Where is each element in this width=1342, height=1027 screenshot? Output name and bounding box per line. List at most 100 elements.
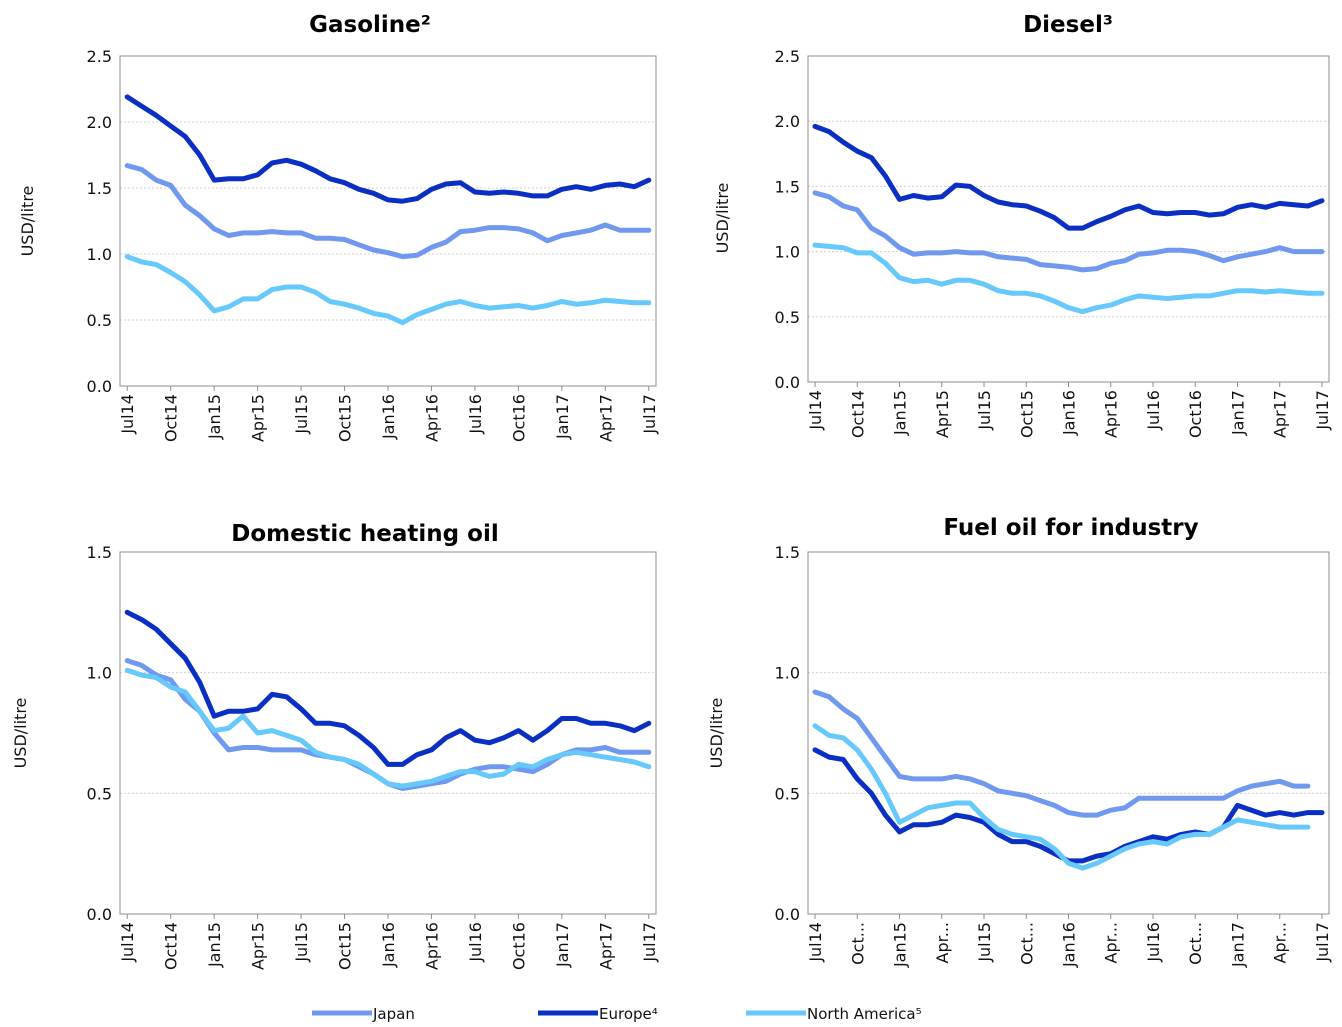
- x-tick-label: Oct14: [848, 390, 867, 438]
- legend-label-north-america: North America⁵: [807, 1005, 922, 1023]
- x-tick-label: Apr15: [933, 390, 952, 438]
- x-tick-label: Apr17: [1271, 390, 1290, 438]
- x-tick-label: Apr15: [249, 922, 268, 970]
- y-tick-label: 1.5: [775, 543, 800, 562]
- x-tick-label: Oct...: [1017, 922, 1036, 965]
- series-line: [124, 254, 652, 326]
- y-tick-label: 1.0: [775, 243, 800, 262]
- x-tick-label: Jan17: [553, 922, 572, 968]
- x-tick-label: Jul14: [118, 922, 137, 963]
- x-tick-label: Jul14: [806, 922, 825, 963]
- x-tick-label: Apr16: [1102, 390, 1121, 438]
- y-tick-label: 2.5: [87, 47, 112, 66]
- y-tick-label: 1.5: [775, 177, 800, 196]
- x-tick-label: Jan17: [553, 394, 572, 440]
- y-axis-label: USD/litre: [707, 698, 726, 769]
- x-tick-label: Apr16: [422, 394, 441, 442]
- x-tick-label: Jul15: [975, 390, 994, 431]
- series-line: [124, 658, 652, 791]
- x-tick-label: Jan16: [379, 394, 398, 440]
- x-tick-label: Jan15: [205, 394, 224, 440]
- x-tick-label: Oct14: [162, 394, 181, 442]
- panel-title: Domestic heating oil: [231, 521, 498, 547]
- x-tick-label: Jul14: [806, 390, 825, 431]
- x-tick-label: Jul15: [292, 394, 311, 435]
- y-tick-label: 0.5: [775, 784, 800, 803]
- y-tick-label: 1.0: [87, 245, 112, 264]
- legend: Japan Europe⁴ North America⁵: [312, 1005, 922, 1023]
- plot-area: 0.0 0.5 1.0 1.5 2.0 2.5 Jul14 Oct14 Jan15 Apr15 Ju…: [775, 47, 1332, 438]
- y-tick-label: 1.0: [775, 664, 800, 683]
- x-tick-label: Jul15: [975, 922, 994, 963]
- x-tick-label: Apr15: [249, 394, 268, 442]
- x-tick-label: Jul17: [640, 922, 659, 963]
- x-tick-label: Jul15: [292, 922, 311, 963]
- x-tick-label: Oct16: [1186, 390, 1205, 438]
- x-tick-label: Jul16: [1144, 922, 1163, 963]
- series-line: [124, 667, 652, 789]
- series-line: [812, 689, 1311, 818]
- y-tick-label: 0.5: [87, 311, 112, 330]
- y-tick-label: 0.0: [87, 377, 112, 396]
- y-tick-label: 1.0: [87, 664, 112, 683]
- x-tick-label: Oct16: [509, 394, 528, 442]
- plot-frame: [119, 551, 657, 915]
- x-tick-label: Apr...: [1271, 922, 1290, 963]
- series-line: [812, 242, 1325, 315]
- x-tick-label: Jul16: [466, 394, 485, 435]
- x-tick-label: Jan15: [205, 922, 224, 968]
- panel-gasoline: Gasoline² USD/litre 0.0 0.5 1.0 1.5 2.0 2.5 Ju…: [18, 12, 659, 442]
- x-tick-label: Oct15: [1017, 390, 1036, 438]
- x-tick-label: Apr17: [596, 394, 615, 442]
- x-tick-label: Oct15: [336, 394, 355, 442]
- series-line: [124, 163, 652, 260]
- plot-area: 0.0 0.5 1.0 1.5 2.0 2.5 Jul14 Oct14 Jan15 Apr15 Ju…: [87, 47, 659, 442]
- y-tick-label: 0.5: [775, 308, 800, 327]
- y-tick-label: 0.0: [775, 905, 800, 924]
- x-tick-label: Oct15: [336, 922, 355, 970]
- x-tick-label: Apr...: [1102, 922, 1121, 963]
- y-axis-label: USD/litre: [713, 183, 732, 254]
- x-tick-label: Apr...: [933, 922, 952, 963]
- panel-title: Fuel oil for industry: [943, 515, 1198, 541]
- x-tick-label: Jan15: [891, 390, 910, 436]
- x-tick-label: Jul17: [1313, 390, 1332, 431]
- x-tick-label: Jul17: [640, 394, 659, 435]
- x-tick-label: Jan15: [891, 922, 910, 968]
- x-tick-label: Jan16: [1060, 390, 1079, 436]
- x-tick-label: Apr16: [422, 922, 441, 970]
- y-tick-label: 0.5: [87, 784, 112, 803]
- y-tick-label: 1.5: [87, 179, 112, 198]
- x-tick-label: Jul14: [118, 394, 137, 435]
- legend-label-japan: Japan: [372, 1005, 415, 1023]
- series-line: [124, 94, 652, 204]
- plot-area: 0.0 0.5 1.0 1.5 Jul14 Oct... Jan15 Apr... Jul15 O…: [775, 543, 1332, 968]
- x-tick-label: Jul16: [466, 922, 485, 963]
- plot-frame: [807, 55, 1330, 383]
- x-tick-label: Jan17: [1228, 922, 1247, 968]
- panel-domestic-heating-oil: Domestic heating oil USD/litre 0.0 0.5 1.0…: [11, 521, 659, 970]
- series-line: [812, 123, 1325, 231]
- y-tick-label: 2.5: [775, 47, 800, 66]
- y-axis-label: USD/litre: [11, 698, 30, 769]
- series-line: [812, 723, 1311, 871]
- y-tick-label: 2.0: [87, 113, 112, 132]
- panel-title: Diesel³: [1023, 12, 1113, 38]
- panel-fuel-oil-for-industry: Fuel oil for industry USD/litre 0.0 0.5 1.…: [707, 515, 1332, 968]
- panel-title: Gasoline²: [309, 12, 431, 38]
- x-tick-label: Jul17: [1313, 922, 1332, 963]
- x-tick-label: Apr17: [596, 922, 615, 970]
- series-line: [812, 190, 1325, 273]
- y-tick-label: 1.5: [87, 543, 112, 562]
- x-tick-label: Oct14: [162, 922, 181, 970]
- y-tick-label: 0.0: [775, 373, 800, 392]
- plot-area: 0.0 0.5 1.0 1.5 Jul14 Oct14 Jan15 Apr15 Jul15 Oct…: [87, 543, 659, 970]
- x-tick-label: Jan17: [1228, 390, 1247, 436]
- y-tick-label: 2.0: [775, 112, 800, 131]
- x-tick-label: Jan16: [379, 922, 398, 968]
- y-axis-label: USD/litre: [18, 186, 37, 257]
- x-tick-label: Oct16: [509, 922, 528, 970]
- legend-label-europe: Europe⁴: [599, 1005, 658, 1023]
- x-tick-label: Jan16: [1060, 922, 1079, 968]
